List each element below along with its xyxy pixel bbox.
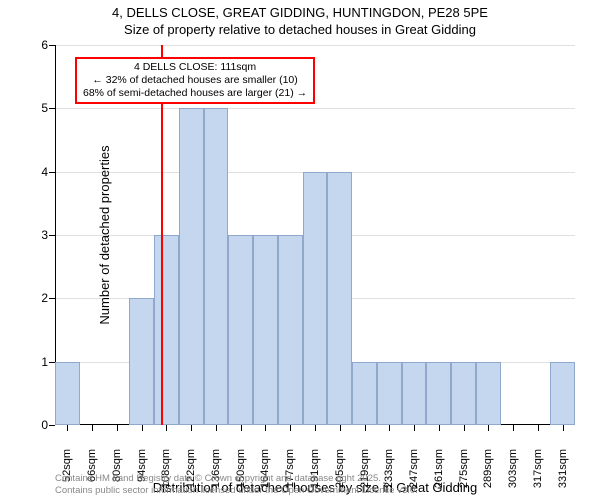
x-tick bbox=[142, 425, 143, 431]
histogram-bar bbox=[204, 108, 229, 425]
x-tick bbox=[538, 425, 539, 431]
y-tick-label: 5 bbox=[30, 101, 48, 115]
histogram-bar bbox=[129, 298, 154, 425]
gridline bbox=[55, 108, 575, 109]
x-tick bbox=[414, 425, 415, 431]
chart-title: 4, DELLS CLOSE, GREAT GIDDING, HUNTINGDO… bbox=[0, 5, 600, 20]
x-tick bbox=[241, 425, 242, 431]
histogram-bar bbox=[228, 235, 253, 425]
histogram-bar bbox=[550, 362, 575, 425]
x-tick bbox=[340, 425, 341, 431]
x-tick bbox=[265, 425, 266, 431]
x-tick bbox=[92, 425, 93, 431]
y-tick bbox=[49, 235, 55, 236]
x-tick bbox=[365, 425, 366, 431]
histogram-bar bbox=[303, 172, 328, 425]
x-tick bbox=[67, 425, 68, 431]
footer-text: Contains HM Land Registry data © Crown c… bbox=[55, 473, 418, 497]
histogram-bar bbox=[278, 235, 303, 425]
x-tick bbox=[315, 425, 316, 431]
y-tick-label: 3 bbox=[30, 228, 48, 242]
y-tick-label: 1 bbox=[30, 355, 48, 369]
x-tick bbox=[563, 425, 564, 431]
histogram-bar bbox=[426, 362, 451, 425]
histogram-bar bbox=[55, 362, 80, 425]
histogram-bar bbox=[179, 108, 204, 425]
annotation-box: 4 DELLS CLOSE: 111sqm ← 32% of detached … bbox=[75, 57, 315, 104]
x-tick bbox=[464, 425, 465, 431]
y-axis-label: Number of detached properties bbox=[97, 145, 112, 324]
histogram-bar bbox=[253, 235, 278, 425]
histogram-bar bbox=[476, 362, 501, 425]
y-tick bbox=[49, 298, 55, 299]
y-tick bbox=[49, 45, 55, 46]
histogram-bar bbox=[154, 235, 179, 425]
x-tick bbox=[389, 425, 390, 431]
footer-line1: Contains HM Land Registry data © Crown c… bbox=[55, 473, 418, 485]
chart-subtitle: Size of property relative to detached ho… bbox=[0, 22, 600, 37]
annotation-line3: 68% of semi-detached houses are larger (… bbox=[83, 87, 307, 100]
x-tick bbox=[439, 425, 440, 431]
histogram-bar bbox=[327, 172, 352, 425]
annotation-line2: ← 32% of detached houses are smaller (10… bbox=[83, 74, 307, 87]
gridline bbox=[55, 45, 575, 46]
footer-line2: Contains public sector information licen… bbox=[55, 485, 418, 497]
x-tick bbox=[191, 425, 192, 431]
histogram-bar bbox=[402, 362, 427, 425]
y-tick bbox=[49, 108, 55, 109]
histogram-bar bbox=[451, 362, 476, 425]
y-tick bbox=[49, 172, 55, 173]
y-tick-label: 4 bbox=[30, 165, 48, 179]
y-tick-label: 2 bbox=[30, 291, 48, 305]
annotation-line1: 4 DELLS CLOSE: 111sqm bbox=[83, 61, 307, 74]
x-tick bbox=[513, 425, 514, 431]
y-tick bbox=[49, 425, 55, 426]
y-tick-label: 0 bbox=[30, 418, 48, 432]
x-tick bbox=[290, 425, 291, 431]
x-tick bbox=[117, 425, 118, 431]
plot-area: 4 DELLS CLOSE: 111sqm ← 32% of detached … bbox=[55, 45, 575, 425]
chart-container: 4, DELLS CLOSE, GREAT GIDDING, HUNTINGDO… bbox=[0, 0, 600, 500]
histogram-bar bbox=[377, 362, 402, 425]
y-tick bbox=[49, 362, 55, 363]
y-tick-label: 6 bbox=[30, 38, 48, 52]
histogram-bar bbox=[352, 362, 377, 425]
x-tick bbox=[166, 425, 167, 431]
x-tick bbox=[216, 425, 217, 431]
x-tick bbox=[488, 425, 489, 431]
